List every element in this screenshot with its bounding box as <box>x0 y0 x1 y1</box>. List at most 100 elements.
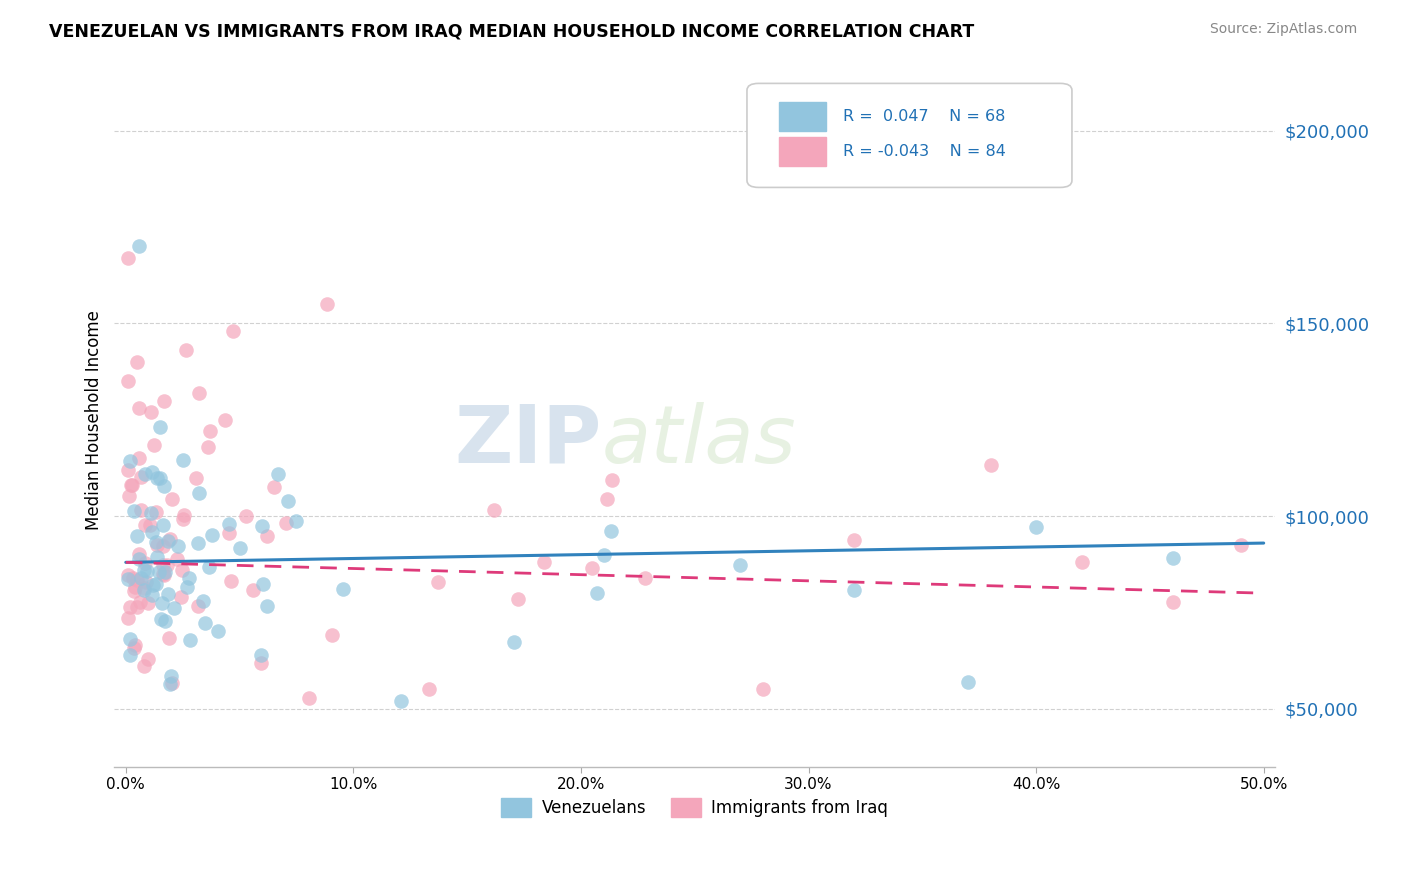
Point <box>145 535 167 549</box>
Point <box>156 558 179 572</box>
Point <box>506 591 529 606</box>
Point <box>155 614 177 628</box>
Point <box>128 547 150 561</box>
Point <box>141 588 163 602</box>
Point <box>218 526 240 541</box>
Point <box>1161 551 1184 566</box>
Point <box>152 558 174 572</box>
Point <box>170 563 193 577</box>
Point <box>138 596 160 610</box>
Point <box>484 502 506 516</box>
Point <box>172 453 194 467</box>
Point <box>503 635 526 649</box>
Point <box>117 610 139 624</box>
Point <box>187 599 209 613</box>
Point <box>128 451 150 466</box>
Point <box>139 405 162 419</box>
Point <box>596 491 619 506</box>
Point <box>222 324 245 338</box>
Point <box>321 628 343 642</box>
Point <box>122 571 145 585</box>
Point <box>134 518 156 533</box>
Point <box>533 555 555 569</box>
Point <box>160 669 183 683</box>
Point <box>1161 595 1184 609</box>
Point <box>141 525 163 540</box>
Point <box>127 355 149 369</box>
Point <box>263 480 285 494</box>
Point <box>252 576 274 591</box>
Point <box>842 583 865 598</box>
Point <box>117 251 139 265</box>
Point <box>152 540 174 554</box>
Point <box>127 529 149 543</box>
Point <box>256 529 278 543</box>
Point <box>599 524 621 539</box>
Point <box>187 536 209 550</box>
Point <box>145 504 167 518</box>
Point <box>634 571 657 585</box>
Point <box>197 440 219 454</box>
Point <box>194 616 217 631</box>
Point <box>156 533 179 548</box>
Point <box>134 467 156 481</box>
Point <box>267 467 290 481</box>
Point <box>176 580 198 594</box>
Point <box>149 612 172 626</box>
Point <box>586 585 609 599</box>
Point <box>135 574 157 589</box>
Y-axis label: Median Household Income: Median Household Income <box>86 310 103 530</box>
Point <box>752 681 775 696</box>
Point <box>207 624 229 638</box>
Point <box>277 494 299 508</box>
Point <box>146 471 169 485</box>
Point <box>117 568 139 582</box>
Legend: Venezuelans, Immigrants from Iraq: Venezuelans, Immigrants from Iraq <box>495 791 894 824</box>
Point <box>187 385 209 400</box>
Point <box>129 571 152 585</box>
Point <box>166 552 188 566</box>
Point <box>242 583 264 598</box>
Point <box>214 413 236 427</box>
Point <box>418 682 440 697</box>
Point <box>134 659 156 673</box>
Point <box>128 239 150 253</box>
Point <box>132 581 155 595</box>
Point <box>134 563 156 577</box>
Point <box>160 491 183 506</box>
Point <box>149 420 172 434</box>
Point <box>200 425 222 439</box>
Point <box>159 532 181 546</box>
Point <box>143 438 166 452</box>
Point <box>249 657 271 671</box>
Text: VENEZUELAN VS IMMIGRANTS FROM IRAQ MEDIAN HOUSEHOLD INCOME CORRELATION CHART: VENEZUELAN VS IMMIGRANTS FROM IRAQ MEDIA… <box>49 22 974 40</box>
Point <box>235 509 257 524</box>
Point <box>315 297 337 311</box>
Point <box>256 599 278 614</box>
Point <box>149 470 172 484</box>
Point <box>131 503 153 517</box>
Point <box>179 632 201 647</box>
Point <box>1025 520 1047 534</box>
Point <box>127 599 149 614</box>
Point <box>152 517 174 532</box>
Point <box>124 640 146 655</box>
Point <box>276 516 298 530</box>
Point <box>249 648 271 662</box>
Point <box>172 512 194 526</box>
Point <box>117 572 139 586</box>
Point <box>152 568 174 582</box>
Point <box>136 652 159 666</box>
Point <box>145 577 167 591</box>
Point <box>198 560 221 574</box>
Point <box>118 632 141 646</box>
Point <box>219 574 242 589</box>
Point <box>581 560 603 574</box>
Point <box>285 514 308 528</box>
Point <box>128 595 150 609</box>
Point <box>122 584 145 599</box>
Point <box>593 548 616 562</box>
Text: Source: ZipAtlas.com: Source: ZipAtlas.com <box>1209 22 1357 37</box>
Point <box>121 478 143 492</box>
Point <box>155 566 177 580</box>
